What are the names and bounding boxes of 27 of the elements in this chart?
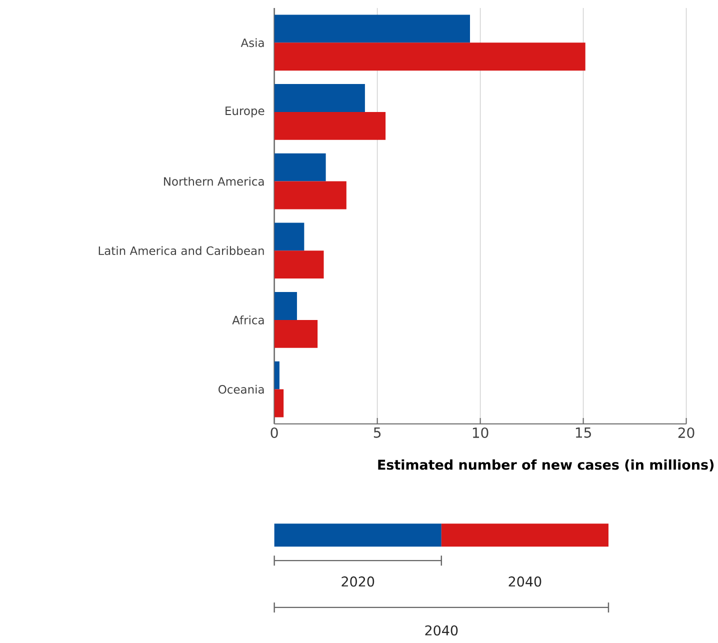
bar <box>274 320 318 348</box>
bar <box>274 389 284 418</box>
y-tick-label: Northern America <box>164 176 264 186</box>
y-tick-label: Latin America and Caribbean <box>98 246 264 255</box>
bar <box>274 250 324 278</box>
x-tick-label: 10 <box>472 427 488 438</box>
y-tick-label: Africa <box>232 315 264 324</box>
y-tick-label: Europe <box>226 106 264 118</box>
bar <box>274 14 470 42</box>
bar <box>274 292 297 320</box>
text: 2040 <box>508 576 542 586</box>
y-tick-label: Oceania <box>218 384 264 394</box>
bar <box>274 361 280 390</box>
x-tick-label: 20 <box>678 427 694 438</box>
y-tick-label: Asia <box>240 38 264 47</box>
x-tick-label: 0 <box>270 427 278 438</box>
bar <box>274 42 586 70</box>
text: 2040 <box>425 625 458 636</box>
x-tick-label: 5 <box>374 427 381 438</box>
text: 2020 <box>342 576 374 586</box>
x-tick-label: 15 <box>576 427 591 438</box>
x-axis-title: Estimated number of new cases (in millions) <box>378 459 714 472</box>
bar <box>274 112 386 140</box>
bar <box>274 181 346 210</box>
bar <box>274 84 365 112</box>
bar <box>274 222 304 250</box>
bar <box>274 153 326 182</box>
